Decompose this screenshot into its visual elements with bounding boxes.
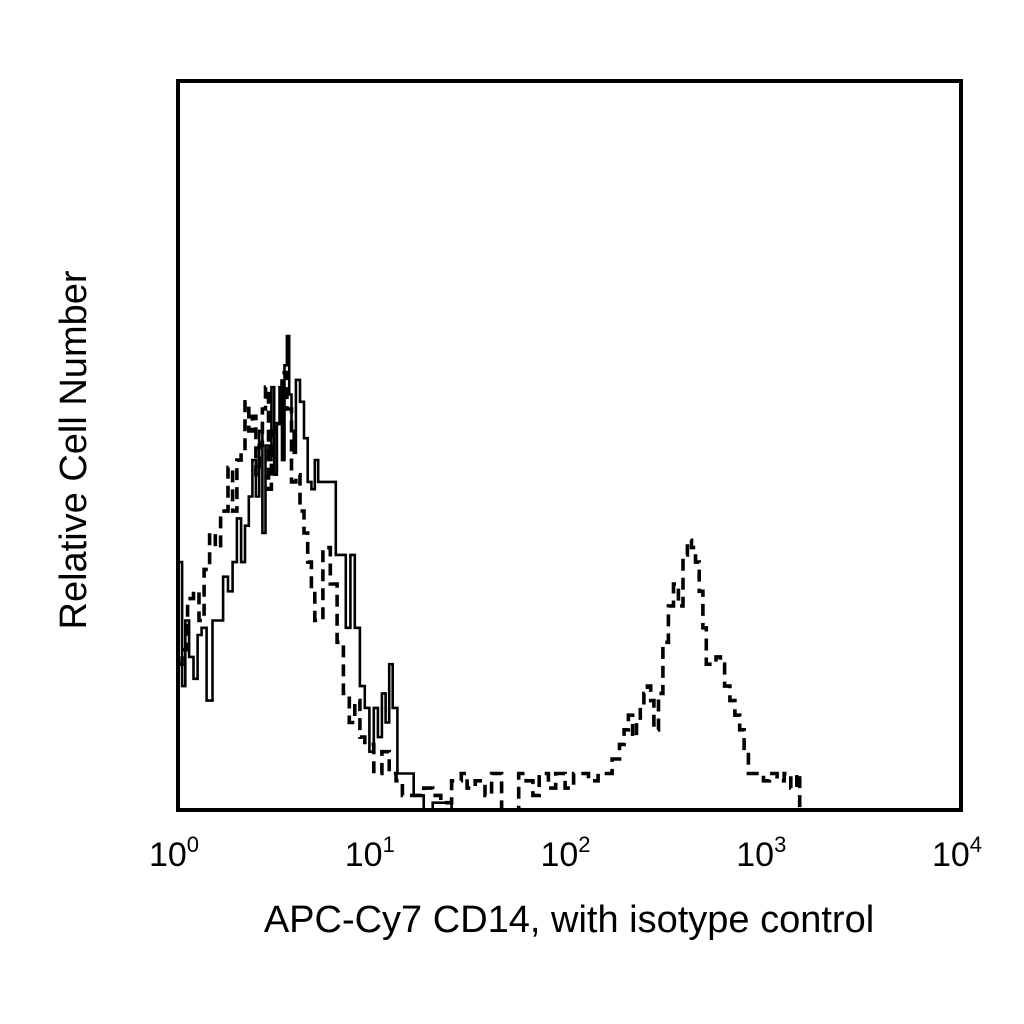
plot-frame [176,79,963,812]
series-layer [178,334,961,812]
x-axis-label: APC-Cy7 CD14, with isotype control [264,899,874,941]
x-tick-labels: 100 101 102 103 104 [149,832,982,874]
y-axis-label: Relative Cell Number [53,270,95,629]
x-tick-label: 100 [149,832,199,874]
x-tick-label: 101 [345,832,395,874]
x-tick-label: 102 [540,832,590,874]
x-tick-label: 104 [932,832,982,874]
x-tick-label: 103 [736,832,786,874]
histogram-series-solid [178,334,961,812]
histogram-series-dashed [178,370,961,812]
